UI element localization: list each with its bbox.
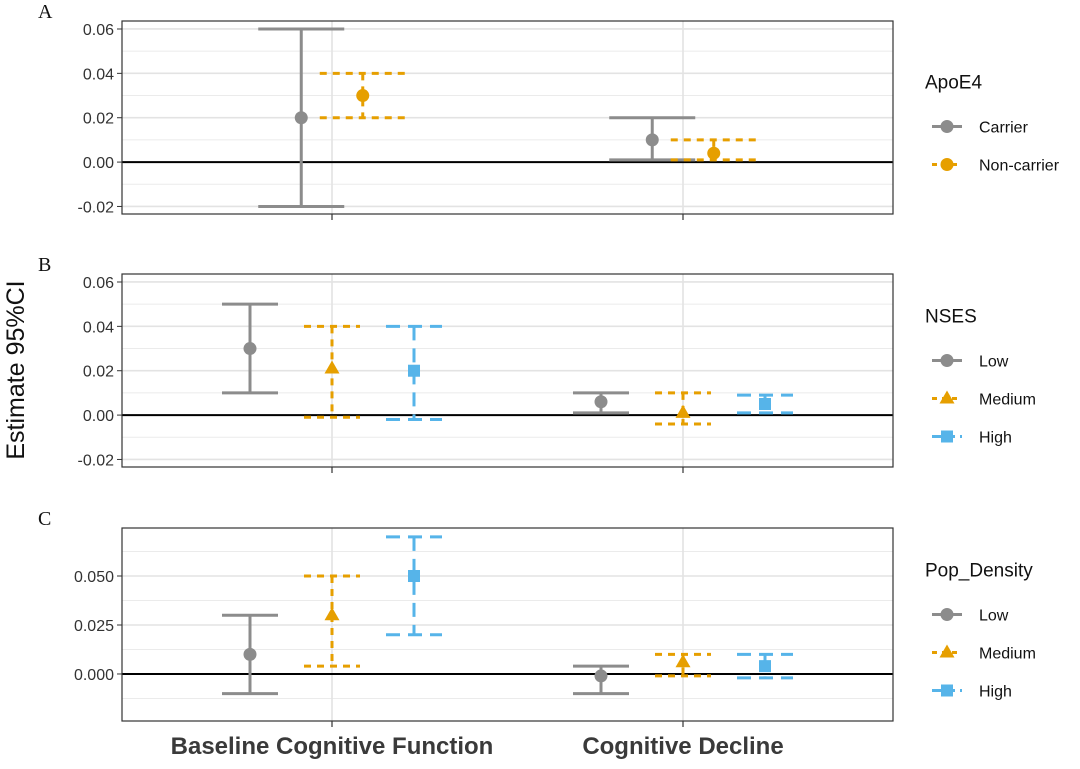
series-high bbox=[386, 324, 793, 422]
y-tick-label: 0.02 bbox=[83, 111, 114, 128]
estimate-point-circle bbox=[243, 647, 257, 661]
panel-border bbox=[121, 20, 894, 215]
y-tick-label: 0.06 bbox=[83, 275, 114, 292]
y-axis-label: Estimate 95%CI bbox=[2, 280, 30, 459]
y-tick-label: 0.06 bbox=[83, 22, 114, 39]
legend-key-square bbox=[941, 430, 953, 443]
y-tick-label: 0.04 bbox=[83, 319, 114, 336]
legend: NSES Low Medium High bbox=[925, 307, 1036, 447]
series-non-carrier bbox=[319, 71, 757, 162]
legend-label: Low bbox=[979, 354, 1009, 371]
legend-label: Non-carrier bbox=[979, 158, 1060, 175]
y-tick-label: 0.050 bbox=[74, 569, 114, 586]
legend-label: High bbox=[979, 684, 1012, 701]
y-tick-label: -0.02 bbox=[78, 452, 115, 469]
panel-C: 0.000 0.025 0.050 C Pop_Density Low Medium High bbox=[38, 508, 1036, 727]
legend: Pop_Density Low Medium High bbox=[925, 561, 1036, 701]
legend-title: NSES bbox=[925, 307, 977, 328]
series-medium bbox=[304, 324, 711, 426]
series-low bbox=[222, 302, 629, 415]
estimate-point-circle bbox=[594, 395, 608, 409]
estimate-point-circle bbox=[356, 89, 370, 103]
estimate-point-square bbox=[759, 660, 771, 673]
legend-label: Low bbox=[979, 608, 1009, 625]
legend-key-circle bbox=[940, 354, 954, 367]
legend-label: Carrier bbox=[979, 120, 1029, 137]
legend-key-circle bbox=[940, 120, 954, 133]
estimate-point-circle bbox=[294, 111, 308, 125]
y-tick-label: 0.000 bbox=[74, 667, 114, 684]
legend: ApoE4 Carrier Non-carrier bbox=[925, 73, 1060, 175]
panel-border bbox=[121, 527, 894, 722]
panel-letter: C bbox=[38, 508, 51, 530]
estimate-point-square bbox=[408, 364, 420, 377]
x-tick-label-baseline: Baseline Cognitive Function bbox=[171, 733, 494, 760]
estimate-point-square bbox=[408, 570, 420, 583]
legend-label: High bbox=[979, 430, 1012, 447]
y-tick-label: 0.00 bbox=[83, 408, 114, 425]
estimate-point-circle bbox=[594, 669, 608, 683]
legend-key-triangle bbox=[939, 390, 955, 404]
y-tick-label: 0.00 bbox=[83, 155, 114, 172]
estimate-point-triangle bbox=[324, 360, 340, 374]
legend-label: Medium bbox=[979, 392, 1036, 409]
series-low bbox=[222, 613, 629, 696]
y-tick-label: 0.02 bbox=[83, 364, 114, 381]
legend-title: ApoE4 bbox=[925, 73, 982, 94]
panel-A: -0.02 0.00 0.02 0.04 0.06 A ApoE4 Carrier Non-ca… bbox=[38, 1, 1060, 220]
estimate-point-circle bbox=[645, 133, 659, 147]
legend-key-circle bbox=[940, 608, 954, 621]
series-medium bbox=[304, 574, 711, 678]
y-tick-label: 0.04 bbox=[83, 66, 114, 83]
legend-key-square bbox=[941, 684, 953, 697]
estimate-point-triangle bbox=[324, 607, 340, 621]
series-high bbox=[386, 535, 793, 680]
y-tick-label: -0.02 bbox=[78, 199, 115, 216]
estimate-point-triangle bbox=[675, 404, 691, 418]
panel-border bbox=[121, 273, 894, 468]
estimate-point-triangle bbox=[675, 654, 691, 668]
legend-key-circle bbox=[940, 158, 954, 171]
panel-letter: A bbox=[38, 1, 53, 23]
y-tick-label: 0.025 bbox=[74, 618, 114, 635]
x-tick-label-decline: Cognitive Decline bbox=[582, 733, 783, 760]
estimate-point-circle bbox=[243, 342, 257, 356]
estimate-point-square bbox=[759, 397, 771, 410]
panel-letter: B bbox=[38, 254, 51, 276]
legend-label: Medium bbox=[979, 646, 1036, 663]
legend-key-triangle bbox=[939, 644, 955, 658]
panel-B: -0.02 0.00 0.02 0.04 0.06 B NSES Low Medium High bbox=[38, 254, 1036, 473]
series-carrier bbox=[258, 27, 696, 208]
legend-title: Pop_Density bbox=[925, 561, 1033, 582]
estimate-point-circle bbox=[707, 146, 721, 160]
